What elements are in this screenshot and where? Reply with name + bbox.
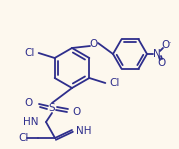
Text: HN: HN [23, 117, 38, 127]
Text: Cl: Cl [24, 48, 35, 58]
Text: Cl: Cl [18, 133, 28, 143]
Text: O: O [72, 107, 80, 117]
Text: O: O [90, 39, 98, 49]
Text: O: O [161, 40, 169, 50]
Text: NH: NH [76, 126, 91, 136]
Text: O: O [158, 58, 166, 68]
Text: O: O [25, 98, 33, 108]
Text: S: S [49, 103, 55, 113]
Text: +: + [158, 55, 164, 60]
Text: -: - [169, 41, 171, 45]
Text: Cl: Cl [109, 78, 120, 88]
Text: N: N [153, 49, 161, 59]
